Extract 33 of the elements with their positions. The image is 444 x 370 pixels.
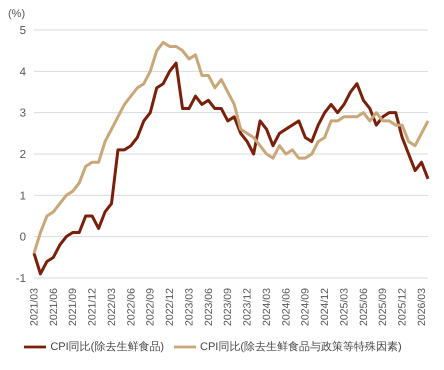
x-tick-label: 2025/09 [377,288,390,326]
x-tick-label: 2021/03 [28,288,40,326]
x-tick-label: 2023/06 [202,288,215,326]
y-axis-title: (%) [8,8,26,20]
x-tick-label: 2022/03 [106,288,118,326]
x-tick-label: 2025/06 [358,288,370,326]
x-tick-label: 2023/03 [183,288,196,326]
x-tick-label: 2023/12 [242,288,254,326]
x-tick-label: 2025/03 [338,288,350,326]
legend-label: CPI同比(除去生鲜食品) [50,340,164,353]
line-series [32,40,430,255]
x-tick-label: 2024/03 [260,288,273,326]
y-tick-label: 4 [20,66,27,78]
line-series [32,62,430,276]
x-tick-label: 2022/12 [164,288,176,326]
x-tick-label: 2021/09 [67,288,80,326]
x-tick-label: 2023/09 [222,288,234,326]
x-tick-label: 2026/03 [416,288,428,326]
x-tick-label: 2021/12 [86,288,99,326]
y-tick-label: 5 [20,25,26,38]
y-tick-label: 0 [20,232,26,244]
x-tick-label: 2022/09 [144,288,157,326]
x-tick-label: 2024/12 [319,288,332,326]
x-tick-label: 2021/06 [48,288,60,326]
x-tick-label: 2024/06 [280,288,292,326]
y-tick-label: 2 [20,149,26,162]
legend-label: CPI同比(除去生鲜食品与政策等特殊因素) [200,340,402,353]
x-tick-label: 2025/12 [396,288,409,326]
x-tick-label: 2024/09 [300,288,312,326]
y-tick-label: 3 [20,108,26,120]
x-tick-label: 2022/06 [125,288,138,326]
y-tick-label: -1 [16,273,26,286]
y-tick-label: 1 [20,190,26,202]
